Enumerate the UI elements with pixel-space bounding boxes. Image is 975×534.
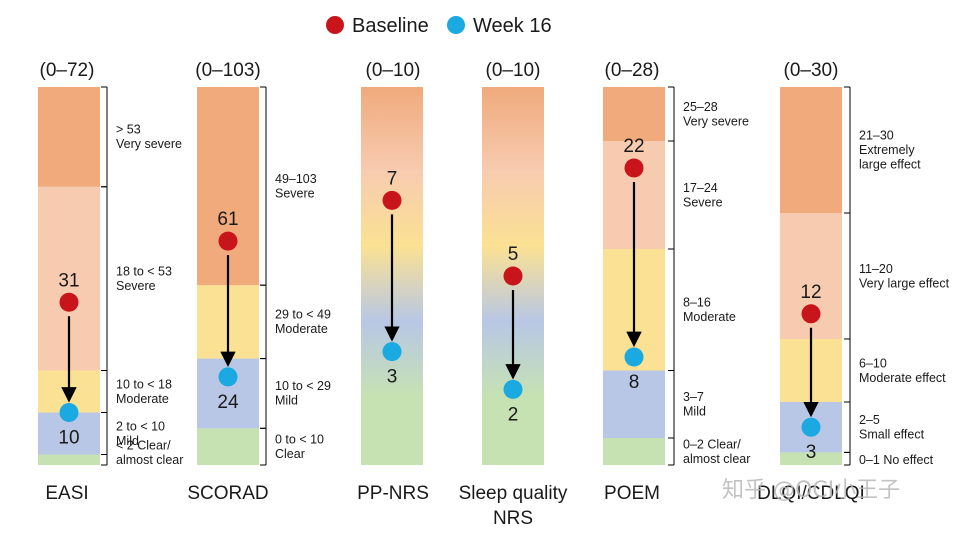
- bracket-label: Mild: [116, 434, 139, 448]
- instrument-name: NRS: [493, 508, 533, 529]
- bracket-label: 17–24: [683, 181, 718, 195]
- bracket-label: 49–103: [275, 172, 317, 186]
- band-clear: [197, 428, 259, 465]
- bracket-label: 8–16: [683, 296, 711, 310]
- bracket-label: Very severe: [683, 114, 749, 128]
- bracket-label: Mild: [275, 394, 298, 408]
- band-very_severe: [780, 87, 842, 213]
- bracket-label: Extremely: [859, 143, 915, 157]
- baseline-value-label: 5: [508, 244, 519, 265]
- bracket-label: Very large effect: [859, 276, 950, 290]
- bracket-label: 0–2 Clear/: [683, 437, 741, 451]
- bracket-label: 6–10: [859, 356, 887, 370]
- week16-point: [59, 403, 79, 422]
- legend-baseline-swatch: [326, 16, 344, 34]
- bracket-label: Moderate: [275, 322, 328, 336]
- week16-value-label: 2: [508, 404, 519, 425]
- band-clear: [780, 452, 842, 465]
- baseline-point: [624, 158, 644, 178]
- bracket-label: 29 to < 49: [275, 308, 331, 322]
- baseline-point: [503, 266, 523, 286]
- bracket-label: Severe: [116, 279, 156, 293]
- bracket-label: Small effect: [859, 427, 925, 441]
- bracket-label: 0–1 No effect: [859, 453, 934, 467]
- band-clear: [38, 454, 100, 465]
- bracket-label: Clear: [275, 447, 305, 461]
- instrument-name: DLQI/CDLQI: [757, 483, 865, 504]
- bracket-label: Mild: [683, 405, 706, 419]
- bracket-label: 2–5: [859, 413, 880, 427]
- watermark-text: 知乎 @OCI小王子: [722, 478, 900, 503]
- week16-point: [624, 347, 644, 367]
- baseline-value-label: 12: [800, 282, 821, 303]
- band-very_severe: [603, 87, 665, 141]
- range-label: (0–30): [784, 60, 839, 81]
- bracket-label: 10 to < 18: [116, 377, 172, 391]
- week16-value-label: 3: [806, 442, 817, 463]
- baseline-value-label: 22: [623, 136, 644, 157]
- baseline-point: [59, 292, 79, 312]
- bracket-label: 11–20: [859, 262, 893, 276]
- bracket-label: large effect: [859, 158, 921, 172]
- legend-baseline-label: Baseline: [352, 15, 429, 37]
- bracket-label: Moderate: [116, 392, 169, 406]
- week16-point: [218, 367, 238, 387]
- range-label: (0–103): [195, 60, 261, 81]
- bracket-label: almost clear: [683, 452, 750, 466]
- baseline-value-label: 61: [217, 209, 238, 230]
- scale-pp-nrs: (0–10) 7 3 PP-NRS: [357, 60, 429, 504]
- band-mild: [603, 370, 665, 438]
- bracket-label: 10 to < 29: [275, 379, 331, 393]
- bracket-label: Moderate effect: [859, 371, 946, 385]
- band-very_severe: [197, 87, 259, 286]
- week16-value-label: 3: [387, 367, 398, 388]
- legend-week16-label: Week 16: [473, 15, 552, 37]
- bracket-label: 18 to < 53: [116, 264, 172, 278]
- band-clear: [603, 438, 665, 465]
- range-label: (0–10): [366, 60, 421, 81]
- week16-value-label: 8: [629, 372, 640, 393]
- week16-point: [503, 379, 523, 399]
- bracket-label: Severe: [275, 186, 315, 200]
- legend: Baseline Week 16: [326, 15, 552, 37]
- range-label: (0–72): [40, 60, 95, 81]
- bracket-label: 2 to < 10: [116, 419, 165, 433]
- bracket-label: Moderate: [683, 310, 736, 324]
- bracket-label: Severe: [683, 195, 723, 209]
- baseline-point: [218, 231, 238, 251]
- baseline-point: [382, 190, 402, 210]
- bracket-label: Very severe: [116, 137, 182, 151]
- range-label: (0–10): [486, 60, 541, 81]
- bracket-label: 25–28: [683, 100, 718, 114]
- band-very_severe: [38, 87, 100, 187]
- instrument-name: POEM: [604, 483, 660, 504]
- range-label: (0–28): [605, 60, 660, 81]
- scale-sleep-quality-nrs: (0–10) 5 2 Sleep quality NRS: [459, 60, 568, 529]
- baseline-value-label: 31: [58, 270, 79, 291]
- week16-point: [801, 417, 821, 437]
- legend-week16-swatch: [447, 16, 465, 34]
- week16-value-label: 24: [217, 392, 239, 413]
- bracket-label: 0 to < 10: [275, 432, 324, 446]
- bracket-label: 21–30: [859, 129, 894, 143]
- bracket-label: < 2 Clear/: [116, 439, 171, 453]
- baseline-value-label: 7: [387, 168, 398, 189]
- baseline-point: [801, 304, 821, 324]
- instrument-name: SCORAD: [187, 483, 268, 504]
- week16-point: [382, 342, 402, 362]
- instrument-name: EASI: [45, 483, 88, 504]
- bracket-label: almost clear: [116, 453, 183, 467]
- instrument-name: Sleep quality: [459, 483, 568, 504]
- instrument-name: PP-NRS: [357, 483, 429, 504]
- bracket-label: > 53: [116, 123, 141, 137]
- bracket-label: 3–7: [683, 390, 704, 404]
- week16-value-label: 10: [58, 428, 79, 449]
